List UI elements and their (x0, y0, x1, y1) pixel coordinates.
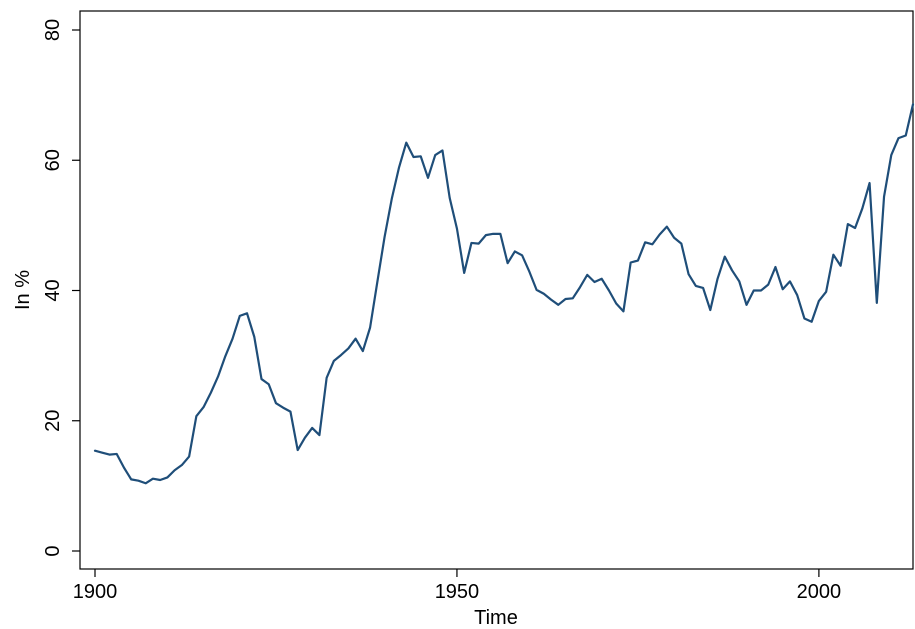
x-tick-label: 2000 (797, 581, 842, 603)
y-axis-title: In % (12, 270, 34, 310)
x-axis-title: Time (474, 607, 518, 629)
y-tick-label: 40 (42, 279, 64, 301)
series-line (93, 103, 915, 485)
y-tick-label: 60 (42, 149, 64, 171)
x-tick-label: 1900 (73, 581, 118, 603)
x-axis: 1900 1950 2000 (73, 569, 841, 603)
y-tick-label: 0 (42, 545, 64, 556)
series-layer (93, 103, 915, 485)
y-tick-label: 20 (42, 410, 64, 432)
x-tick-label: 1950 (435, 581, 480, 603)
plot-area (79, 10, 914, 570)
y-tick-label: 80 (42, 19, 64, 41)
y-axis: 0 20 40 60 80 (42, 19, 80, 557)
